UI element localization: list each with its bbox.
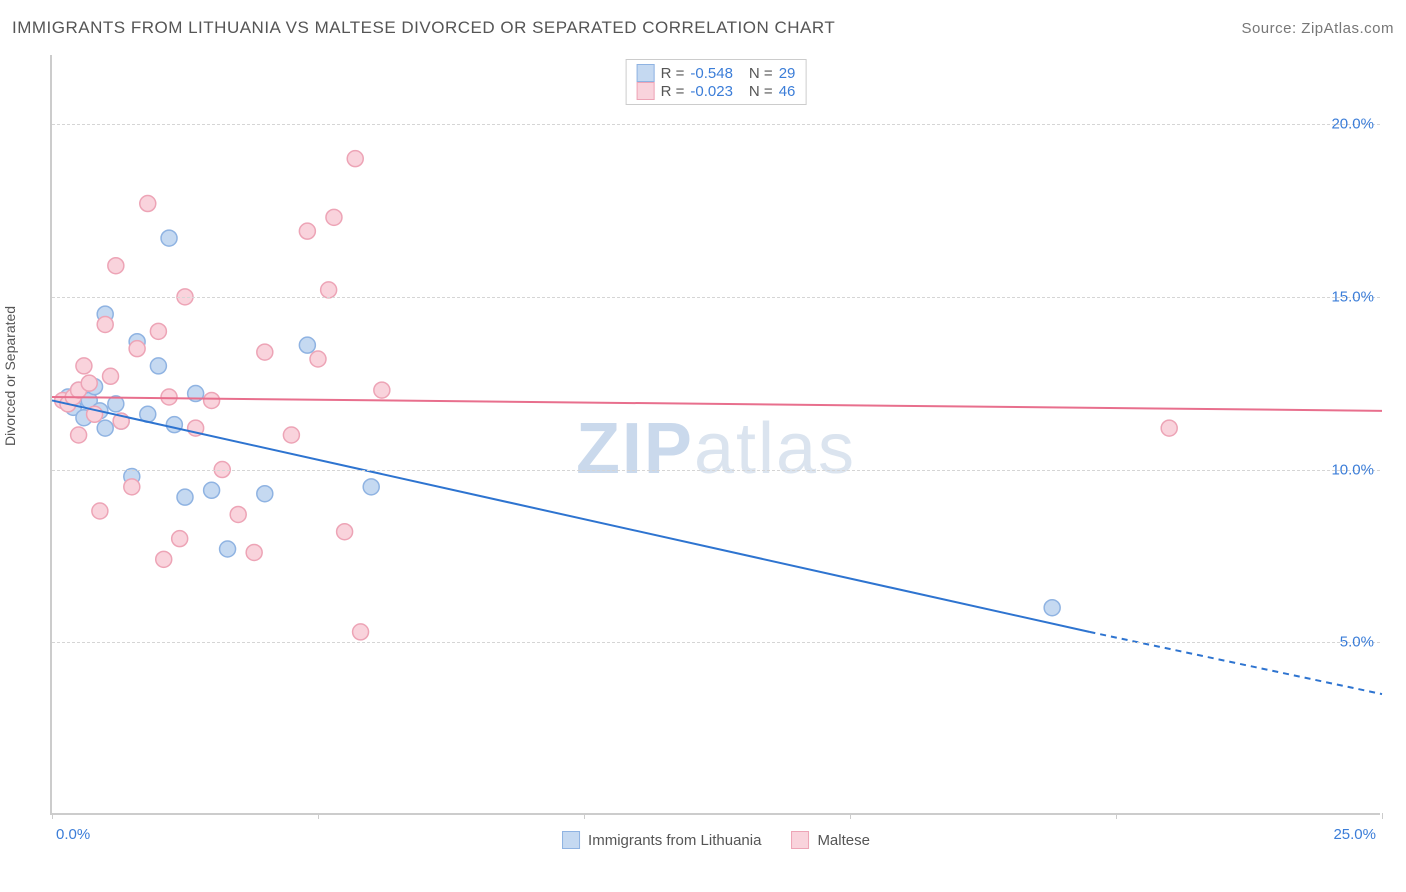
y-tick-label: 15.0%: [1331, 288, 1374, 305]
data-point: [363, 479, 379, 495]
gridline: [52, 297, 1380, 298]
data-point: [347, 151, 363, 167]
data-point: [108, 258, 124, 274]
gridline: [52, 470, 1380, 471]
legend-r-label: R =: [661, 83, 685, 100]
data-point: [92, 503, 108, 519]
data-point: [1044, 600, 1060, 616]
data-point: [299, 223, 315, 239]
legend-correlation: R = -0.548 N = 29 R = -0.023 N = 46: [626, 59, 807, 105]
swatch-series-1: [637, 82, 655, 100]
data-point: [150, 323, 166, 339]
data-point: [257, 344, 273, 360]
x-tick: [318, 813, 319, 819]
data-point: [326, 209, 342, 225]
legend-label-0: Immigrants from Lithuania: [588, 832, 761, 849]
data-point: [204, 392, 220, 408]
y-tick-label: 10.0%: [1331, 461, 1374, 478]
data-point: [374, 382, 390, 398]
data-point: [299, 337, 315, 353]
legend-row-0: R = -0.548 N = 29: [637, 64, 796, 82]
x-tick: [850, 813, 851, 819]
data-point: [97, 420, 113, 436]
title-bar: IMMIGRANTS FROM LITHUANIA VS MALTESE DIV…: [12, 18, 1394, 38]
data-point: [103, 368, 119, 384]
chart-title: IMMIGRANTS FROM LITHUANIA VS MALTESE DIV…: [12, 18, 835, 38]
swatch-series-0: [562, 831, 580, 849]
data-point: [257, 486, 273, 502]
legend-label-1: Maltese: [817, 832, 870, 849]
gridline: [52, 124, 1380, 125]
legend-n-label: N =: [749, 83, 773, 100]
legend-row-1: R = -0.023 N = 46: [637, 82, 796, 100]
legend-r-value-0: -0.548: [690, 65, 733, 82]
y-tick-label: 20.0%: [1331, 116, 1374, 133]
data-point: [353, 624, 369, 640]
x-tick: [52, 813, 53, 819]
x-tick-label: 25.0%: [1333, 826, 1376, 843]
data-point: [246, 544, 262, 560]
legend-series: Immigrants from Lithuania Maltese: [562, 831, 870, 849]
legend-r-value-1: -0.023: [690, 83, 733, 100]
data-point: [161, 230, 177, 246]
data-point: [129, 341, 145, 357]
y-axis-title: Divorced or Separated: [2, 306, 18, 446]
data-point: [283, 427, 299, 443]
data-point: [321, 282, 337, 298]
x-tick-label: 0.0%: [56, 826, 90, 843]
legend-n-value-1: 46: [779, 83, 796, 100]
x-tick: [584, 813, 585, 819]
swatch-series-0: [637, 64, 655, 82]
data-point: [310, 351, 326, 367]
legend-item-1: Maltese: [791, 831, 870, 849]
data-point: [150, 358, 166, 374]
data-point: [76, 358, 92, 374]
legend-n-value-0: 29: [779, 65, 796, 82]
data-point: [172, 531, 188, 547]
data-point: [166, 417, 182, 433]
data-point: [124, 479, 140, 495]
data-point: [204, 482, 220, 498]
data-point: [156, 551, 172, 567]
data-point: [177, 489, 193, 505]
source-attribution: Source: ZipAtlas.com: [1241, 20, 1394, 37]
legend-r-label: R =: [661, 65, 685, 82]
x-tick: [1382, 813, 1383, 819]
data-point: [161, 389, 177, 405]
data-point: [1161, 420, 1177, 436]
data-point: [81, 375, 97, 391]
x-tick: [1116, 813, 1117, 819]
data-point: [230, 506, 246, 522]
data-point: [140, 196, 156, 212]
gridline: [52, 642, 1380, 643]
data-point: [97, 316, 113, 332]
data-point: [220, 541, 236, 557]
data-point: [337, 524, 353, 540]
y-tick-label: 5.0%: [1340, 634, 1374, 651]
swatch-series-1: [791, 831, 809, 849]
data-point: [71, 427, 87, 443]
chart-svg: [52, 55, 1382, 815]
legend-n-label: N =: [749, 65, 773, 82]
legend-item-0: Immigrants from Lithuania: [562, 831, 761, 849]
plot-area: ZIPatlas R = -0.548 N = 29 R = -0.023 N …: [50, 55, 1380, 815]
